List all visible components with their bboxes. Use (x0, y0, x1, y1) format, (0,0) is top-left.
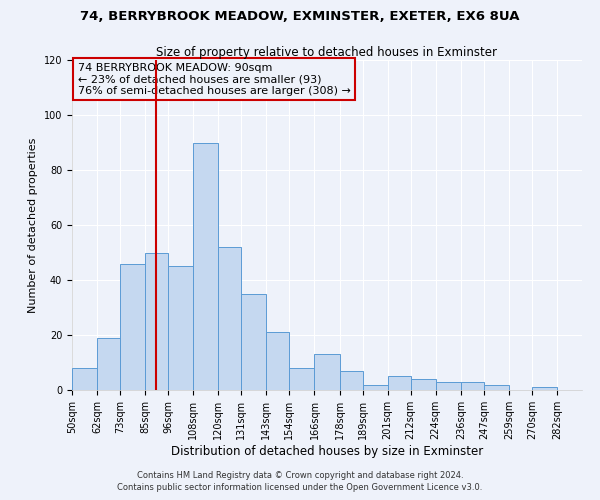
Text: 74 BERRYBROOK MEADOW: 90sqm
← 23% of detached houses are smaller (93)
76% of sem: 74 BERRYBROOK MEADOW: 90sqm ← 23% of det… (77, 63, 350, 96)
X-axis label: Distribution of detached houses by size in Exminster: Distribution of detached houses by size … (171, 444, 483, 458)
Bar (193, 142, 218, 390)
Bar (532, 387, 557, 390)
Bar (340, 371, 362, 390)
Text: 74, BERRYBROOK MEADOW, EXMINSTER, EXETER, EX6 8UA: 74, BERRYBROOK MEADOW, EXMINSTER, EXETER… (80, 10, 520, 23)
Text: Contains HM Land Registry data © Crown copyright and database right 2024.
Contai: Contains HM Land Registry data © Crown c… (118, 471, 482, 492)
Bar (388, 376, 410, 390)
Bar (266, 332, 289, 390)
Bar (314, 354, 340, 390)
Bar (168, 266, 193, 390)
Title: Size of property relative to detached houses in Exminster: Size of property relative to detached ho… (157, 46, 497, 59)
Bar (120, 264, 145, 390)
Bar (436, 382, 461, 390)
Bar (145, 252, 168, 390)
Bar (484, 384, 509, 390)
Y-axis label: Number of detached properties: Number of detached properties (28, 138, 38, 312)
Bar (461, 382, 484, 390)
Bar (362, 384, 388, 390)
Bar (97, 338, 120, 390)
Bar (410, 379, 436, 390)
Bar (241, 294, 266, 390)
Bar (72, 368, 97, 390)
Bar (289, 368, 314, 390)
Bar (218, 247, 241, 390)
